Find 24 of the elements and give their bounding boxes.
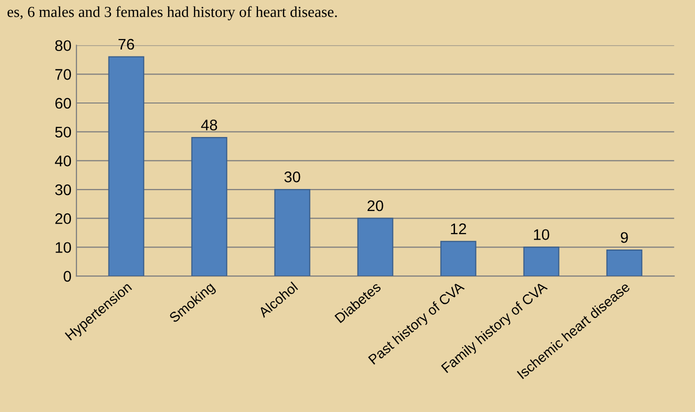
- data-label: 76: [118, 38, 134, 50]
- y-tick-label: 50: [55, 126, 71, 138]
- data-label: 12: [450, 223, 466, 234]
- data-label: 30: [284, 172, 300, 182]
- bar: [108, 56, 144, 276]
- bar: [357, 218, 394, 276]
- data-label: 9: [620, 232, 628, 243]
- data-label: 20: [368, 200, 384, 212]
- bar: [274, 188, 310, 276]
- y-tick-label: 70: [55, 69, 71, 80]
- y-tick-label: 30: [55, 184, 71, 196]
- bar: [191, 137, 228, 276]
- text: es, 6 males and 3 females had history of heart disease.: [8, 6, 337, 20]
- y-tick-label: 80: [55, 40, 71, 52]
- y-tick-label: 20: [55, 213, 71, 224]
- data-label: 48: [201, 120, 218, 130]
- bar: [440, 240, 476, 276]
- y-tick-label: 60: [55, 98, 71, 109]
- bar: [523, 246, 560, 276]
- data-label: 10: [534, 229, 550, 240]
- y-tick-label: 0: [64, 270, 71, 282]
- y-tick-label: 10: [56, 242, 71, 253]
- y-tick-label: 40: [54, 156, 71, 166]
- bar: [606, 250, 642, 276]
